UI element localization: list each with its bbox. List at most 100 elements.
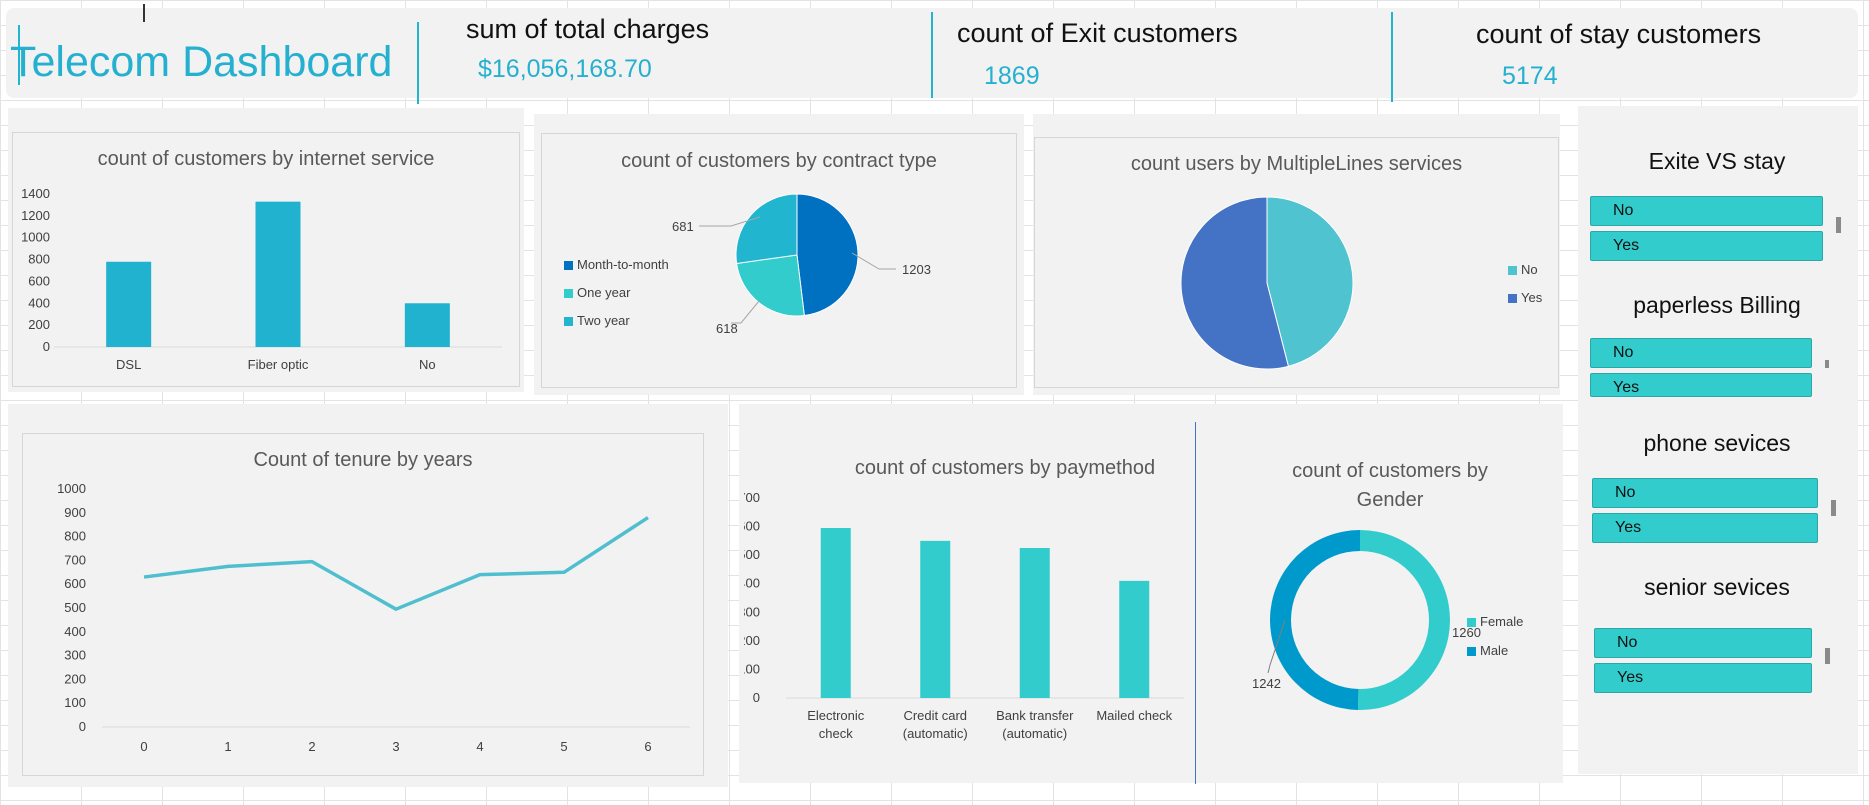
panel-divider xyxy=(1195,422,1196,784)
slice-no xyxy=(1266,196,1354,367)
chart-title: count users by MultipleLines services xyxy=(1130,153,1463,175)
y-tick-label: 600 xyxy=(28,273,50,288)
donut-slice-female xyxy=(1357,530,1450,710)
slicer-item-no[interactable]: No xyxy=(1590,196,1823,226)
slicer-exit-stay: Exite VS stay No Yes xyxy=(1582,130,1852,270)
bar-fiber-optic xyxy=(255,201,301,347)
slicer-scrollbar[interactable] xyxy=(1836,217,1841,233)
x-tick-label: 4 xyxy=(476,739,483,754)
x-tick-label: 0 xyxy=(140,739,147,754)
slicer-phone-services: phone sevices No Yes xyxy=(1582,418,1852,553)
tenure-chart[interactable]: Count of tenure by years xyxy=(22,433,704,776)
kpi-exit-label: count of Exit customers xyxy=(957,18,1238,48)
data-label: 1203 xyxy=(902,262,931,277)
x-tick-label: 5 xyxy=(560,739,567,754)
legend-label: Male xyxy=(1480,643,1509,658)
legend-item: One year xyxy=(564,285,630,300)
legend-label: Two year xyxy=(577,313,630,328)
y-tick-label: 1000 xyxy=(21,230,50,245)
legend-item: Yes xyxy=(1508,290,1542,305)
slicer-senior-services: senior sevices No Yes xyxy=(1582,562,1852,702)
x-tick-label: Electronic xyxy=(807,708,865,723)
legend-item: No xyxy=(1508,262,1538,277)
kpi-exit-value: 1869 xyxy=(984,62,1040,90)
x-tick-label: No xyxy=(419,357,436,372)
y-tick-label: 600 xyxy=(744,519,760,534)
slice-two-year xyxy=(735,193,798,265)
x-tick-label: Bank transfer xyxy=(996,708,1074,723)
y-tick-label: 200 xyxy=(28,317,50,332)
tenure-series-line xyxy=(143,516,649,611)
chart-title: count of customers by contract type xyxy=(621,150,937,172)
slicer-item-no[interactable]: No xyxy=(1590,338,1812,368)
y-tick-label: 0 xyxy=(753,690,760,705)
x-tick-label: Mailed check xyxy=(1096,708,1172,723)
data-label: 1260 xyxy=(1452,625,1481,640)
slicer-scrollbar[interactable] xyxy=(1825,648,1830,664)
chart-title: count of customers by paymethod xyxy=(854,457,1156,479)
slicer-title: senior sevices xyxy=(1644,574,1790,600)
gender-donut-svg[interactable] xyxy=(1240,515,1480,735)
y-tick-label: 900 xyxy=(64,505,86,520)
kpi-total-charges-label: sum of total charges xyxy=(466,14,710,44)
legend-label: Month-to-month xyxy=(577,257,669,272)
internet-bar-svg: 1400 1200 1000 800 600 400 200 0 DSL Fiber optic N… xyxy=(21,186,502,372)
bar-no xyxy=(404,303,450,347)
legend-item: Male xyxy=(1467,643,1508,658)
chart-title: count of customers by xyxy=(1292,460,1488,482)
leader-line xyxy=(699,216,761,227)
legend-swatch xyxy=(564,289,573,298)
y-tick-label: 1400 xyxy=(21,186,50,201)
x-tick-label: 1 xyxy=(224,739,231,754)
x-tick-label: DSL xyxy=(116,357,141,372)
chart-title: Count of tenure by years xyxy=(253,449,473,471)
x-tick-label: 3 xyxy=(392,739,399,754)
bar-dsl xyxy=(106,261,152,347)
slicer-item-yes[interactable]: Yes xyxy=(1594,663,1812,693)
slicer-item-no[interactable]: No xyxy=(1594,628,1812,658)
slicer-scrollbar[interactable] xyxy=(1825,360,1829,368)
x-tick-label: Credit card xyxy=(903,708,967,723)
slicer-title: paperless Billing xyxy=(1633,292,1801,318)
y-tick-label: 300 xyxy=(744,604,760,619)
slicer-scrollbar[interactable] xyxy=(1831,500,1836,516)
leader-line xyxy=(851,252,896,270)
y-tick-label: 800 xyxy=(64,529,86,544)
slicer-item-yes[interactable]: Yes xyxy=(1590,231,1823,261)
bar xyxy=(920,540,951,698)
legend-label: Female xyxy=(1480,614,1524,629)
donut-slice-male xyxy=(1269,530,1360,710)
slicer-title: Exite VS stay xyxy=(1648,148,1786,174)
legend-swatch xyxy=(564,317,573,326)
x-tick-label: 2 xyxy=(308,739,315,754)
y-tick-label: 200 xyxy=(64,671,86,686)
legend-item: Month-to-month xyxy=(564,257,669,272)
leader-line xyxy=(731,300,760,324)
slicer-item-yes[interactable]: Yes xyxy=(1592,513,1818,543)
paymethod-bar-svg[interactable]: 700 600 500 400 300 200 100 0 Electronic check Cre… xyxy=(744,480,1196,750)
legend-swatch xyxy=(1467,647,1476,656)
legend-swatch xyxy=(564,261,573,270)
data-label: 618 xyxy=(716,321,738,336)
slicer-title: phone sevices xyxy=(1643,430,1791,456)
legend-item: Female xyxy=(1467,614,1523,629)
cursor-mark xyxy=(143,4,145,22)
legend-label: No xyxy=(1521,262,1538,277)
data-label: 1242 xyxy=(1252,676,1281,691)
y-tick-label: 200 xyxy=(744,633,760,648)
header-divider xyxy=(1391,12,1393,102)
slicer-item-yes[interactable]: Yes xyxy=(1590,373,1812,397)
data-label: 681 xyxy=(672,219,694,234)
y-tick-label: 1200 xyxy=(21,208,50,223)
bar xyxy=(1019,548,1050,698)
multiplelines-pie-svg xyxy=(1180,196,1354,370)
slicer-item-no[interactable]: No xyxy=(1592,478,1818,508)
bar xyxy=(1119,580,1150,698)
y-tick-label: 500 xyxy=(744,547,760,562)
y-tick-label: 700 xyxy=(744,490,760,505)
legend-swatch xyxy=(1508,294,1517,303)
y-tick-label: 1000 xyxy=(57,481,86,496)
bar xyxy=(820,528,851,698)
legend-swatch xyxy=(1467,618,1476,627)
